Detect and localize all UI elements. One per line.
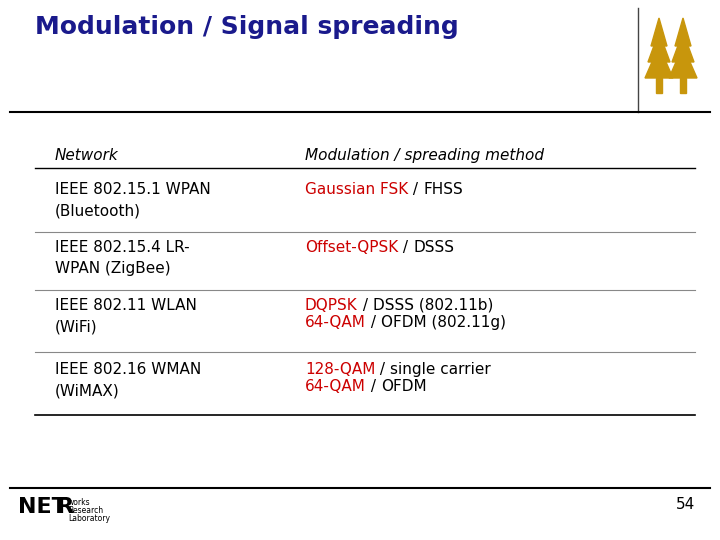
Polygon shape [656, 78, 662, 93]
Text: /: / [408, 182, 423, 197]
Text: 64-QAM: 64-QAM [305, 315, 366, 330]
Polygon shape [645, 46, 673, 78]
Text: Offset-QPSK: Offset-QPSK [305, 240, 398, 255]
Text: DSSS (802.11b): DSSS (802.11b) [373, 298, 493, 313]
Text: /: / [398, 240, 413, 255]
Text: Research: Research [68, 506, 103, 515]
Text: /: / [366, 315, 381, 330]
Text: works: works [68, 498, 91, 507]
Polygon shape [651, 18, 667, 46]
Text: OFDM (802.11g): OFDM (802.11g) [381, 315, 505, 330]
Text: /: / [375, 362, 390, 377]
Text: Gaussian FSK: Gaussian FSK [305, 182, 408, 197]
Text: 128-QAM: 128-QAM [305, 362, 375, 377]
Text: IEEE 802.11 WLAN
(WiFi): IEEE 802.11 WLAN (WiFi) [55, 298, 197, 334]
Polygon shape [669, 46, 697, 78]
Text: /: / [358, 298, 373, 313]
Text: 64-QAM: 64-QAM [305, 379, 366, 394]
Text: Laboratory: Laboratory [68, 514, 110, 523]
Polygon shape [680, 78, 686, 93]
Polygon shape [675, 18, 691, 46]
Polygon shape [648, 32, 670, 62]
Text: IEEE 802.16 WMAN
(WiMAX): IEEE 802.16 WMAN (WiMAX) [55, 362, 202, 398]
Text: Modulation / spreading method: Modulation / spreading method [305, 148, 544, 163]
Text: NET: NET [18, 497, 67, 517]
Text: DQPSK: DQPSK [305, 298, 358, 313]
Text: R: R [57, 497, 74, 517]
Text: /: / [366, 379, 381, 394]
Text: FHSS: FHSS [423, 182, 463, 197]
Text: IEEE 802.15.4 LR-
WPAN (ZigBee): IEEE 802.15.4 LR- WPAN (ZigBee) [55, 240, 189, 276]
Text: DSSS: DSSS [413, 240, 454, 255]
Text: IEEE 802.15.1 WPAN
(Bluetooth): IEEE 802.15.1 WPAN (Bluetooth) [55, 182, 211, 218]
Text: Modulation / Signal spreading: Modulation / Signal spreading [35, 15, 459, 39]
Text: OFDM: OFDM [381, 379, 426, 394]
Text: 54: 54 [676, 497, 695, 512]
Text: single carrier: single carrier [390, 362, 491, 377]
Text: Network: Network [55, 148, 119, 163]
Polygon shape [672, 32, 694, 62]
